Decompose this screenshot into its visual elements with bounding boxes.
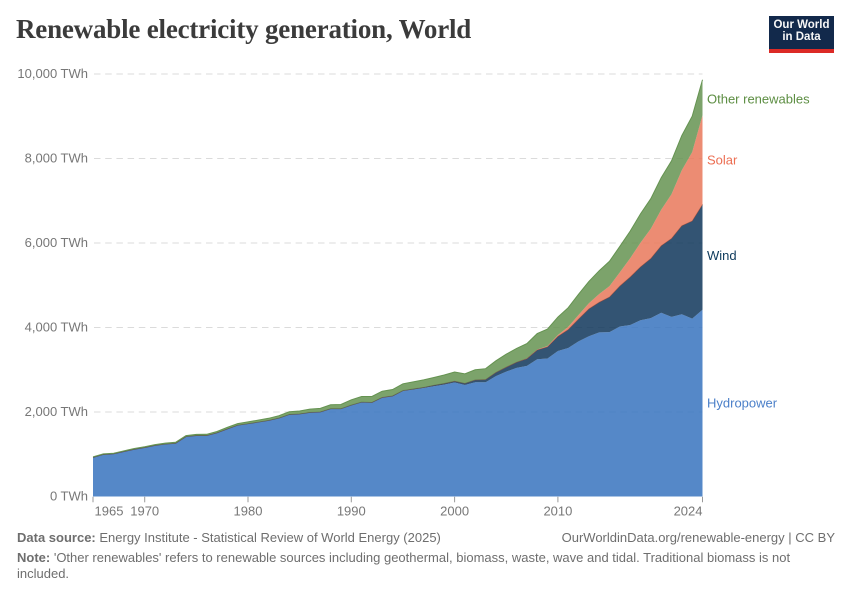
svg-text:1990: 1990	[337, 504, 366, 519]
svg-text:6,000 TWh: 6,000 TWh	[25, 235, 88, 250]
svg-text:2,000 TWh: 2,000 TWh	[25, 404, 88, 419]
svg-text:10,000 TWh: 10,000 TWh	[17, 66, 88, 81]
svg-text:1965: 1965	[95, 504, 124, 519]
svg-text:4,000 TWh: 4,000 TWh	[25, 320, 88, 335]
svg-text:Solar: Solar	[707, 152, 738, 167]
svg-text:0 TWh: 0 TWh	[50, 489, 88, 504]
svg-text:2000: 2000	[440, 504, 469, 519]
svg-text:1980: 1980	[234, 504, 263, 519]
svg-text:Wind: Wind	[707, 248, 737, 263]
svg-text:1970: 1970	[130, 504, 159, 519]
svg-text:2010: 2010	[543, 504, 572, 519]
svg-text:8,000 TWh: 8,000 TWh	[25, 151, 88, 166]
svg-text:2024: 2024	[674, 504, 703, 519]
svg-text:Other renewables: Other renewables	[707, 92, 810, 107]
svg-text:Hydropower: Hydropower	[707, 396, 778, 411]
